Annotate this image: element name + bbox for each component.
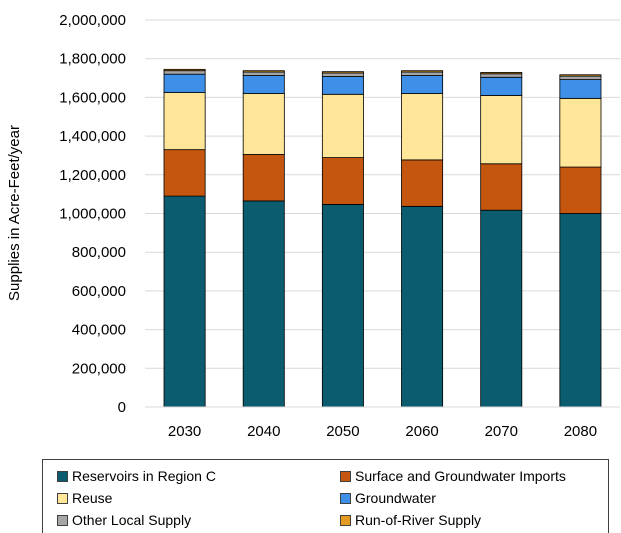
bar-segment-2040-4 — [242, 71, 285, 76]
bar-segment-2040-3 — [242, 75, 285, 94]
legend-swatch-reservoirs — [57, 470, 68, 482]
y-axis-label: Supplies in Acre-Feet/year — [6, 125, 23, 301]
legend-item-reuse: Reuse — [57, 489, 112, 507]
bar-segment-2080-2 — [559, 97, 602, 168]
bar-segment-2060-1 — [401, 159, 444, 207]
legend: Reservoirs in Region C Surface and Groun… — [42, 459, 609, 533]
bar-segment-2060-3 — [401, 75, 444, 94]
bar-segment-2060-4 — [401, 71, 444, 76]
bar-segment-2050-3 — [321, 76, 364, 95]
bar-segment-2050-4 — [321, 72, 364, 77]
bar-segment-2080-5 — [559, 74, 602, 77]
y-tick-label: 1,600,000 — [59, 89, 126, 106]
bar-segment-2030-3 — [163, 73, 206, 93]
legend-label-reservoirs: Reservoirs in Region C — [72, 468, 216, 484]
y-tick-label: 1,400,000 — [59, 128, 126, 145]
legend-item-reservoirs: Reservoirs in Region C — [57, 467, 216, 485]
x-tick-label: 2080 — [564, 423, 597, 440]
legend-label-reuse: Reuse — [72, 490, 113, 506]
bar-segment-2050-2 — [321, 93, 364, 158]
x-tick-label: 2050 — [326, 423, 359, 440]
bar-segment-2040-2 — [242, 93, 285, 155]
bar-segment-2080-0 — [559, 213, 602, 408]
y-tick-label: 1,800,000 — [59, 51, 126, 68]
legend-label-groundwater: Groundwater — [355, 490, 436, 506]
x-tick-label: 2040 — [247, 423, 280, 440]
legend-item-groundwater: Groundwater — [340, 489, 436, 507]
bar-segment-2070-5 — [480, 72, 523, 75]
bar-segment-2050-5 — [321, 71, 364, 74]
bar-segment-2080-1 — [559, 166, 602, 214]
bar-segment-2040-1 — [242, 154, 285, 202]
bar-segment-2030-2 — [163, 92, 206, 151]
stacked-bar-chart: 0 200,000 400,000 600,000 800,000 1,000,000 1,… — [6, 12, 620, 440]
gridlines — [145, 19, 620, 369]
legend-label-other-local: Other Local Supply — [72, 512, 192, 528]
legend-swatch-imports — [340, 470, 351, 482]
y-tick-label: 800,000 — [72, 244, 126, 261]
bar-segment-2070-3 — [480, 76, 523, 96]
y-tick-label: 1,000,000 — [59, 206, 126, 223]
bar-segment-2050-0 — [321, 204, 364, 408]
legend-item-imports: Surface and Groundwater Imports — [340, 467, 566, 485]
bar-segment-2060-5 — [401, 70, 444, 73]
bar-segment-2050-1 — [321, 157, 364, 205]
bar-segment-2060-2 — [401, 93, 444, 161]
x-tick-label: 2030 — [168, 423, 201, 440]
bar-segment-2040-5 — [242, 70, 285, 73]
legend-swatch-reuse — [57, 492, 68, 504]
bar-segment-2080-4 — [559, 75, 602, 80]
bar-segment-2040-0 — [242, 200, 285, 408]
bar-segment-2070-0 — [480, 209, 523, 408]
legend-label-imports: Surface and Groundwater Imports — [355, 468, 566, 484]
legend-swatch-groundwater — [340, 492, 351, 504]
bar-segment-2070-4 — [480, 73, 523, 78]
legend-label-run-of-river: Run-of-River Supply — [355, 512, 482, 528]
bar-segment-2060-0 — [401, 205, 444, 408]
bar-segment-2080-3 — [559, 79, 602, 99]
y-tick-label: 200,000 — [72, 360, 126, 377]
bar-segment-2030-4 — [163, 70, 206, 75]
y-tick-label: 400,000 — [72, 322, 126, 339]
legend-item-other-local: Other Local Supply — [57, 511, 191, 529]
bar-segment-2030-1 — [163, 149, 206, 197]
y-tick-label: 1,200,000 — [59, 167, 126, 184]
bar-segment-2070-1 — [480, 163, 523, 211]
y-tick-label: 0 — [118, 399, 126, 416]
axes: 0 200,000 400,000 600,000 800,000 1,000,000 1,… — [59, 12, 620, 440]
bar-segment-2070-2 — [480, 95, 523, 165]
bar-segment-2030-0 — [163, 195, 206, 408]
y-tick-label: 2,000,000 — [59, 12, 126, 29]
bar-segment-2030-5 — [163, 68, 206, 72]
x-tick-label: 2070 — [485, 423, 518, 440]
bars — [163, 68, 602, 408]
legend-item-run-of-river: Run-of-River Supply — [340, 511, 481, 529]
y-tick-label: 600,000 — [72, 283, 126, 300]
legend-swatch-run-of-river — [340, 514, 351, 526]
legend-swatch-other-local — [57, 514, 68, 526]
x-tick-label: 2060 — [405, 423, 438, 440]
